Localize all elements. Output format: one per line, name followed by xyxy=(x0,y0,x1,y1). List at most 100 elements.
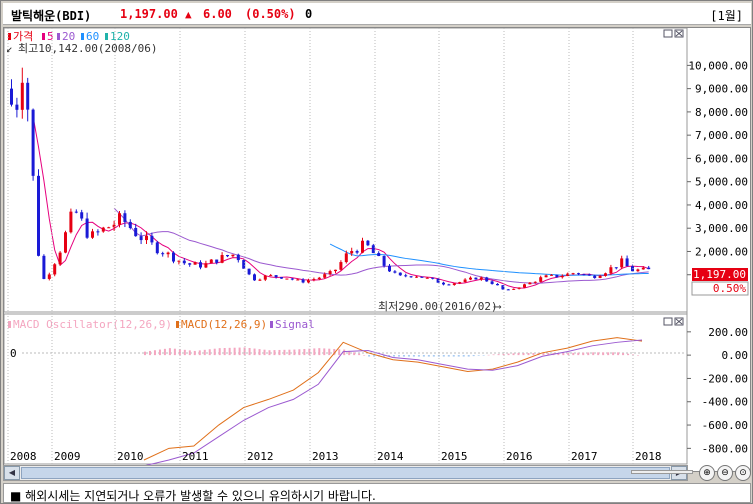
chart-area[interactable]: 가격 5 20 60 120 ↙ 최고10,142.00(2008/06) 최저… xyxy=(3,27,751,472)
macd-osc-bar xyxy=(547,353,550,356)
macd-osc-bar xyxy=(288,349,291,356)
price-pane-buttons[interactable] xyxy=(663,29,684,38)
candle-down xyxy=(593,275,597,279)
macd-osc-bar xyxy=(532,353,535,356)
macd-osc-bar xyxy=(198,350,201,356)
macd-osc-bar xyxy=(168,348,171,356)
low-label: 최저290.00(2016/02) xyxy=(378,300,498,313)
candle-down xyxy=(582,274,586,276)
candle-down xyxy=(377,253,381,257)
candle-up xyxy=(425,277,429,279)
candle-up xyxy=(209,259,213,264)
legend-ma120: 120 xyxy=(110,30,130,43)
macd-osc-bar xyxy=(283,349,286,356)
candle-up xyxy=(334,269,337,272)
macd-osc-bar xyxy=(467,355,470,357)
candle-up xyxy=(463,279,467,283)
macd-osc-bar xyxy=(517,353,520,356)
candle-down xyxy=(647,267,651,270)
candle-up xyxy=(604,273,607,276)
signal-line xyxy=(143,339,643,467)
macd-tick-label: -600.00 xyxy=(702,419,748,432)
candle-up xyxy=(361,240,364,253)
candle-up xyxy=(58,252,62,265)
candle-up xyxy=(107,227,111,229)
high-label: 최고10,142.00(2008/06) xyxy=(18,42,157,55)
price-tick-label: 4,000.00 xyxy=(695,199,748,212)
macd-tick-label: 200.00 xyxy=(708,326,748,339)
macd-osc-bar xyxy=(497,354,500,356)
macd-osc-bar xyxy=(263,349,266,356)
macd-osc-bar xyxy=(542,353,545,356)
macd-osc-bar xyxy=(323,348,326,356)
candle-up xyxy=(220,255,224,263)
candle-up xyxy=(350,251,354,254)
period-selector[interactable]: [1월] xyxy=(710,9,743,23)
candle-down xyxy=(371,245,375,254)
scroll-thumb[interactable] xyxy=(21,467,670,479)
macd-y-axis: 200.00 0.00 -200.00 -400.00 -600.00 -800.00 xyxy=(687,326,748,455)
macd-osc-bar xyxy=(218,348,221,356)
horizontal-scrollbar[interactable]: ◀ ▶ xyxy=(3,465,688,481)
legend-macd-osc: MACD Oscillator(12,26,9) xyxy=(13,318,172,331)
zoom-slider[interactable] xyxy=(631,470,693,474)
zoom-in-icon[interactable]: ⊕ xyxy=(699,465,715,481)
macd-osc-bar xyxy=(507,353,510,356)
year-label: 2016 xyxy=(506,450,533,463)
candle-up xyxy=(571,273,575,275)
macd-osc-bar xyxy=(607,352,610,356)
year-label: 2010 xyxy=(117,450,144,463)
macd-osc-bar xyxy=(577,352,580,356)
candle-up xyxy=(285,278,289,280)
candle-down xyxy=(31,109,35,176)
zoom-reset-icon[interactable]: ⊙ xyxy=(735,465,751,481)
candle-up xyxy=(231,254,235,257)
macd-osc-bar xyxy=(223,347,226,356)
macd-pane xyxy=(3,313,688,465)
up-arrow-icon: ▲ xyxy=(185,8,192,21)
year-label: 2018 xyxy=(635,450,662,463)
macd-osc-bar xyxy=(417,355,420,357)
macd-osc-bar xyxy=(617,352,620,356)
macd-osc-bar xyxy=(383,355,386,357)
macd-tick-label: -800.00 xyxy=(702,442,748,455)
price-y-axis: 10,000.00 9,000.00 8,000.00 7,000.00 6,000.0… xyxy=(687,59,748,282)
candle-down xyxy=(501,285,505,290)
candle-up xyxy=(118,213,121,225)
year-label: 2015 xyxy=(441,450,468,463)
macd-osc-bar xyxy=(203,349,206,356)
price-tick-label: 2,000.00 xyxy=(695,245,748,258)
macd-osc-bar xyxy=(602,352,605,356)
scroll-left-icon[interactable]: ◀ xyxy=(4,466,20,480)
candlesticks xyxy=(10,67,651,291)
macd-osc-bar xyxy=(632,354,635,356)
price-pane xyxy=(3,27,688,313)
candle-up xyxy=(64,232,67,253)
candle-up xyxy=(307,280,310,283)
candle-down xyxy=(431,277,435,279)
macd-osc-bar xyxy=(188,350,191,356)
candle-up xyxy=(312,279,316,281)
candle-up xyxy=(166,252,170,255)
macd-osc-bar xyxy=(622,353,625,356)
candle-up xyxy=(323,274,327,278)
zoom-out-icon[interactable]: ⊖ xyxy=(717,465,733,481)
macd-osc-bar xyxy=(582,352,585,356)
macd-osc-bar xyxy=(487,354,490,356)
candle-down xyxy=(134,227,138,237)
candle-up xyxy=(528,282,532,285)
macd-osc-bar xyxy=(452,355,455,357)
title-bar: 발틱해운(BDI) 1,197.00 ▲ 6.00 (0.50%) 0 [1월] xyxy=(3,3,751,25)
candle-up xyxy=(269,275,273,277)
macd-osc-bar xyxy=(243,347,246,356)
candle-down xyxy=(199,262,202,268)
candle-down xyxy=(490,281,494,284)
candle-down xyxy=(253,274,256,281)
zoom-controls: ⊕ ⊖ ⊙ xyxy=(631,465,751,481)
macd-osc-bar xyxy=(183,349,186,356)
macd-osc-bar xyxy=(318,348,321,356)
candle-down xyxy=(474,277,478,280)
candle-up xyxy=(69,211,73,233)
current-pct-tag xyxy=(691,281,749,296)
macd-pane-buttons[interactable] xyxy=(663,317,684,326)
